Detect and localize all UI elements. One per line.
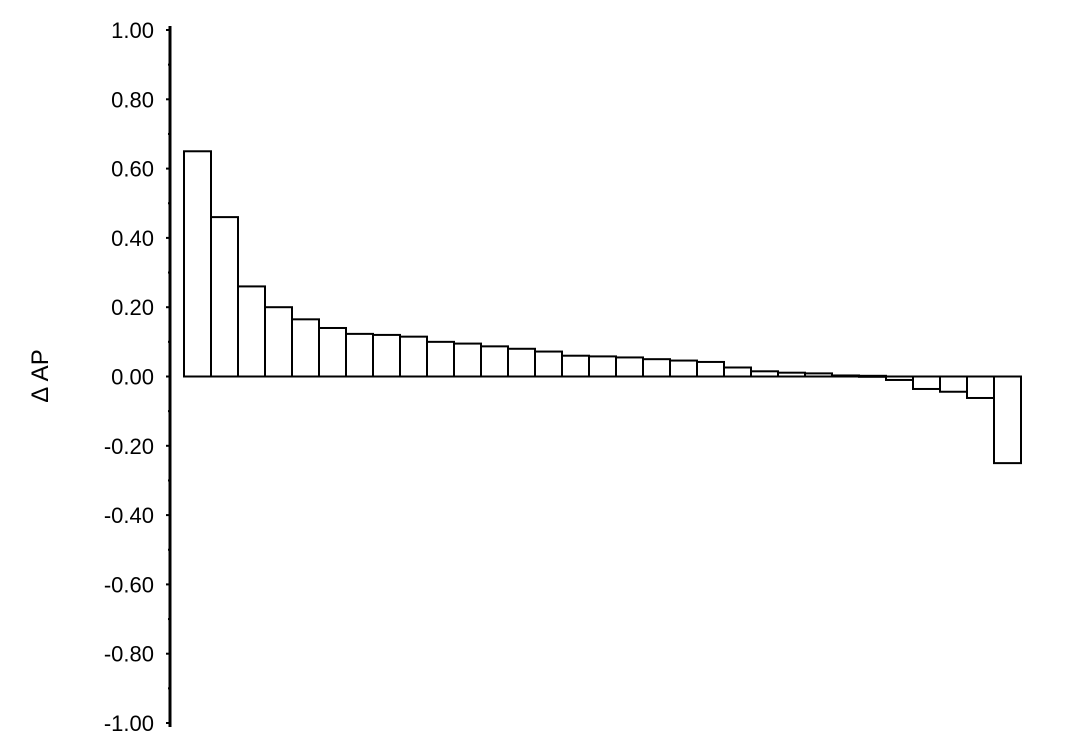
y-tick-label: 0.80 [111,87,154,112]
y-axis [166,26,172,727]
y-tick-label: -0.40 [104,503,154,528]
y-tick-labels: 1.00 0.80 0.60 0.40 0.20 0.00 -0.20 -0.40 -0.60 -… [104,18,154,736]
bar [480,345,509,378]
y-tick-label: 0.40 [111,226,154,251]
bar [345,332,374,378]
y-tick-label: 0.60 [111,157,154,182]
bar [291,318,320,378]
bar [588,355,617,378]
y-tick-label: -1.00 [104,711,154,736]
bar [318,326,347,378]
bar [993,375,1022,465]
y-tick-label: -0.80 [104,642,154,667]
y-tick-label: 0.20 [111,295,154,320]
bar [372,333,401,378]
bar [966,375,995,399]
bar [912,375,941,390]
bar [426,340,455,378]
bar [399,335,428,378]
bar [561,354,590,378]
bar [237,285,266,378]
y-tick-label: 0.00 [111,365,154,390]
bar [696,360,725,378]
bar [723,366,752,378]
bar [183,150,212,378]
bar [453,342,482,378]
y-tick-label: -0.60 [104,572,154,597]
y-tick-label: -0.20 [104,434,154,459]
bar [615,356,644,378]
bar [939,375,968,393]
y-tick-label: 1.00 [111,18,154,43]
bar [534,350,563,378]
bar [642,358,671,378]
y-axis-title: Δ AP [27,349,54,402]
bar [669,359,698,378]
bar [507,347,536,378]
bar [264,306,293,378]
bar [210,216,239,378]
bars [183,150,1022,465]
